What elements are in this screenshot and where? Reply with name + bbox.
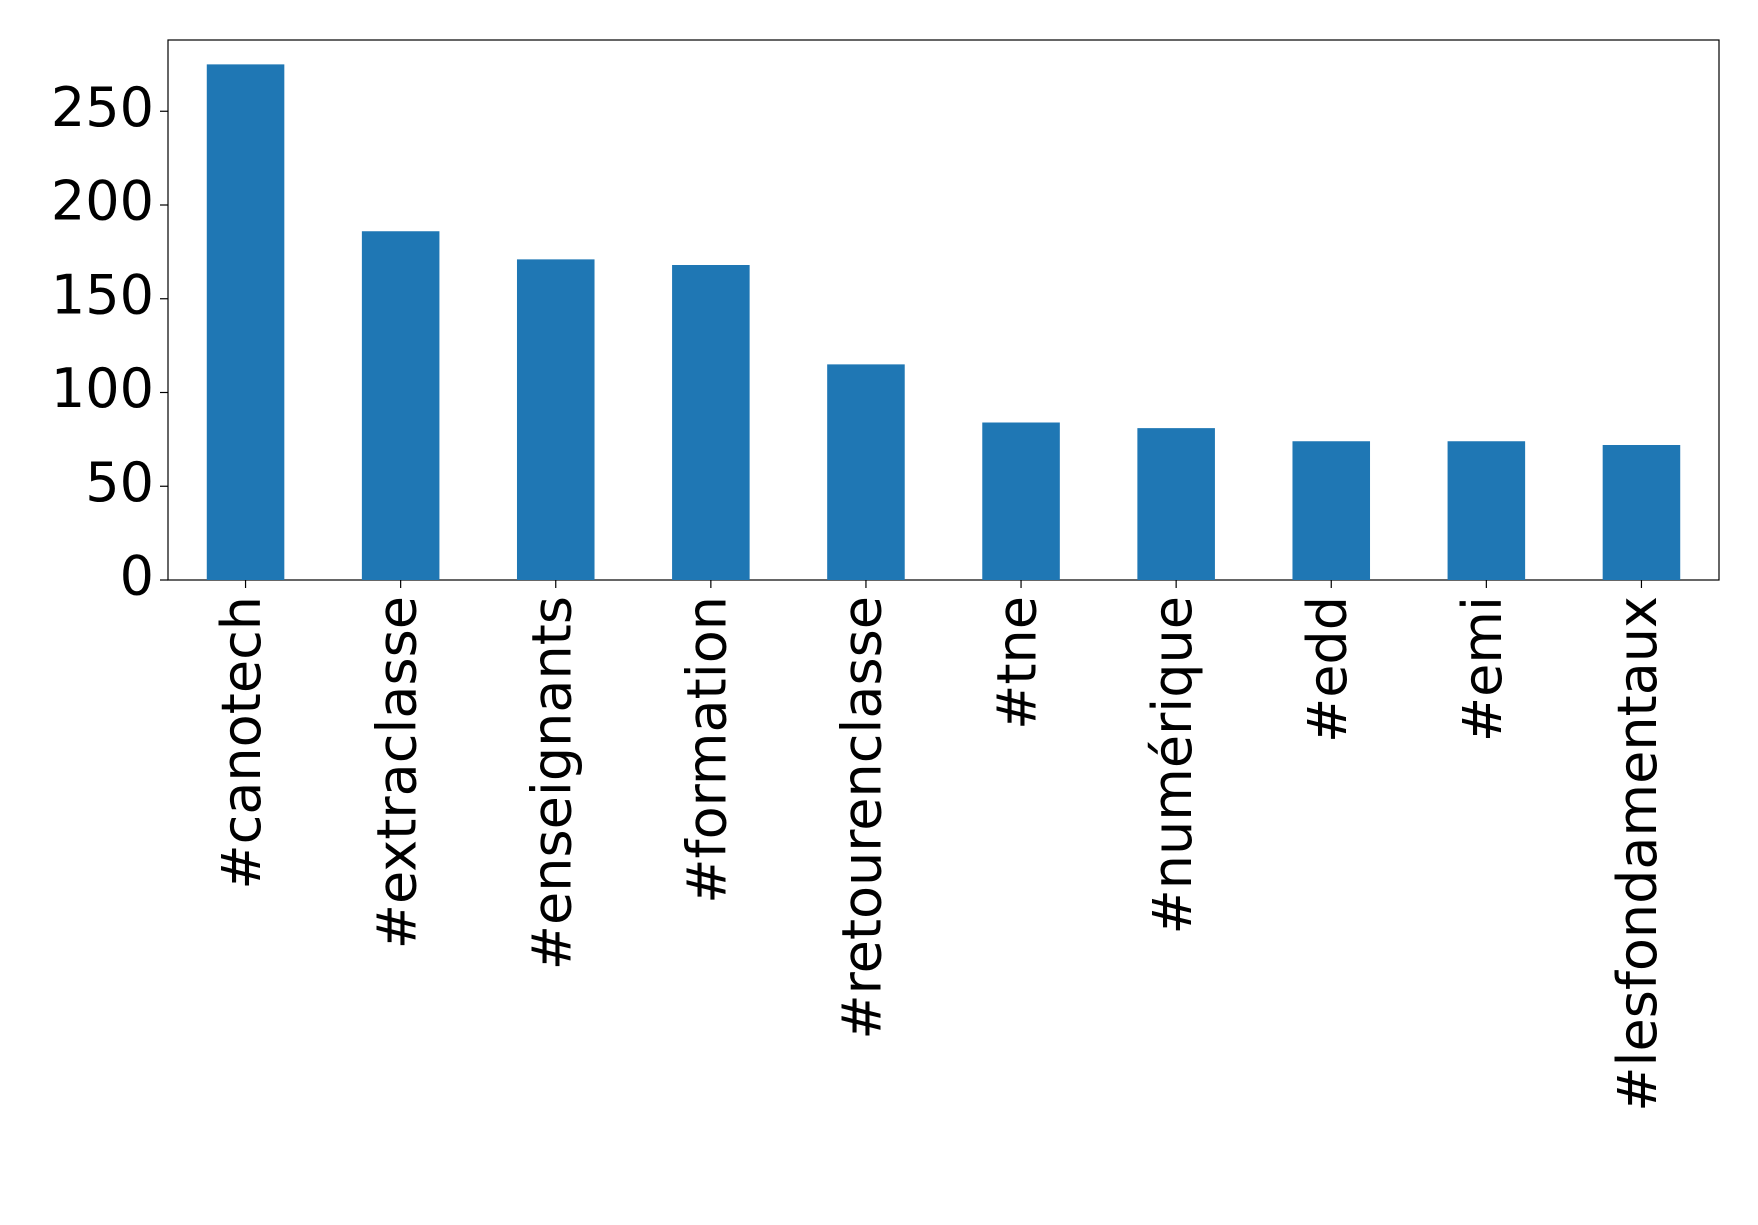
x-tick-label: #formation	[675, 596, 738, 904]
x-tick-label: #numérique	[1141, 596, 1204, 934]
bar	[1137, 428, 1215, 580]
bar	[1447, 441, 1526, 580]
y-tick-label: 50	[85, 451, 154, 514]
bar	[516, 259, 595, 580]
x-tick-label: #canotech	[210, 596, 273, 890]
bar	[1292, 441, 1371, 580]
x-tick-label: #retourenclasse	[831, 596, 894, 1040]
y-tick-label: 100	[51, 357, 154, 420]
y-tick-label: 250	[51, 76, 154, 139]
y-tick-label: 150	[51, 263, 154, 326]
y-tick-label: 0	[120, 545, 154, 608]
y-tick-label: 200	[51, 170, 154, 233]
x-tick-label: #extraclasse	[365, 596, 428, 949]
bar	[982, 422, 1060, 580]
x-tick-label: #emi	[1451, 596, 1514, 742]
x-tick-label: #edd	[1296, 596, 1359, 743]
x-tick-label: #tne	[986, 596, 1049, 730]
bar	[1602, 445, 1681, 580]
plot-frame	[167, 39, 1720, 581]
bar	[827, 364, 905, 580]
x-tick-label: #enseignants	[520, 596, 583, 970]
x-tick-label: #lesfondamentaux	[1606, 596, 1669, 1112]
bar	[206, 64, 285, 580]
bar	[361, 231, 440, 580]
bar	[672, 265, 750, 580]
